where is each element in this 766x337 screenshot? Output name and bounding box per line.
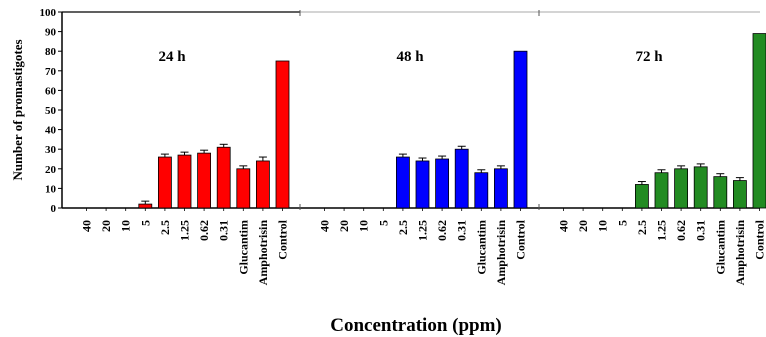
x-tick-label: 40 xyxy=(80,220,94,232)
bar xyxy=(474,172,489,209)
y-tick-label: 50 xyxy=(45,105,57,117)
bar xyxy=(493,168,508,209)
bar xyxy=(197,152,212,209)
x-tick-label: Control xyxy=(753,219,766,259)
bar xyxy=(395,156,410,209)
bar xyxy=(157,156,172,209)
x-tick-label: 10 xyxy=(357,220,371,232)
x-tick-label: 10 xyxy=(119,220,133,232)
bar xyxy=(177,154,192,209)
y-tick-label: 0 xyxy=(51,203,57,215)
x-tick-label: 1.25 xyxy=(655,220,669,241)
bar xyxy=(713,176,728,209)
x-tick-label: 1.25 xyxy=(178,220,192,241)
y-tick-label: 70 xyxy=(45,66,57,78)
bar xyxy=(674,168,688,209)
y-tick-label: 100 xyxy=(40,7,57,19)
x-tick-label: 20 xyxy=(99,220,113,232)
y-tick-label: 90 xyxy=(45,27,57,39)
x-tick-label: 0.31 xyxy=(694,220,708,241)
x-tick-label: 20 xyxy=(337,220,351,232)
y-tick-label: 30 xyxy=(45,144,57,156)
x-tick-label: Amphotrisin xyxy=(494,220,508,286)
x-tick-label: Glucantim xyxy=(713,220,727,275)
x-tick-label: Glucantim xyxy=(236,220,250,275)
y-tick-label: 80 xyxy=(45,46,57,58)
x-tick-label: 1.25 xyxy=(416,220,430,241)
x-tick-label: Amphotrisin xyxy=(733,220,747,286)
x-tick-label: 2.5 xyxy=(396,220,410,235)
bar xyxy=(216,146,231,209)
x-tick-label: Control xyxy=(276,219,290,259)
x-axis-label: Concentration (ppm) xyxy=(330,315,502,336)
bar xyxy=(513,50,528,209)
x-tick-label: 20 xyxy=(576,220,590,232)
y-tick-label: 20 xyxy=(45,164,57,176)
x-tick-label: 5 xyxy=(615,220,629,226)
panel-title: 48 h xyxy=(396,49,424,65)
bar xyxy=(138,203,153,209)
bar xyxy=(454,148,469,209)
bar xyxy=(415,160,430,209)
x-tick-label: 2.5 xyxy=(158,220,172,235)
y-tick-label: 40 xyxy=(45,125,57,137)
y-tick-label: 10 xyxy=(45,183,57,195)
x-tick-label: 0.31 xyxy=(455,220,469,241)
bar xyxy=(435,158,450,209)
x-tick-label: Amphotrisin xyxy=(256,220,270,286)
x-tick-label: 40 xyxy=(557,220,571,232)
bar xyxy=(733,180,747,209)
x-tick-label: Control xyxy=(514,219,528,259)
x-tick-label: 0.62 xyxy=(435,220,449,241)
bar xyxy=(236,168,251,209)
bar xyxy=(693,166,708,209)
bar xyxy=(752,33,766,209)
bar xyxy=(635,184,649,209)
x-tick-label: 5 xyxy=(376,220,390,226)
y-axis-label: Number of promastigotes xyxy=(10,39,25,180)
x-tick-label: 10 xyxy=(596,220,610,232)
bar xyxy=(275,60,290,209)
panel-title: 24 h xyxy=(158,49,186,65)
x-tick-label: 0.31 xyxy=(217,220,231,241)
x-tick-label: 0.62 xyxy=(197,220,211,241)
x-tick-label: 5 xyxy=(138,220,152,226)
x-tick-label: 0.62 xyxy=(674,220,688,241)
x-tick-label: 2.5 xyxy=(635,220,649,235)
plot-area: 0 10 20 30 40 50 60 70 80 90 100 24 h 40 20 10 5 2.5 1.25… xyxy=(40,7,766,285)
panel-title: 72 h xyxy=(635,49,663,65)
bar xyxy=(654,172,669,209)
x-tick-label: 40 xyxy=(318,220,332,232)
x-tick-label: Glucantim xyxy=(474,220,488,275)
bar xyxy=(255,160,270,209)
y-tick-label: 60 xyxy=(45,85,57,97)
